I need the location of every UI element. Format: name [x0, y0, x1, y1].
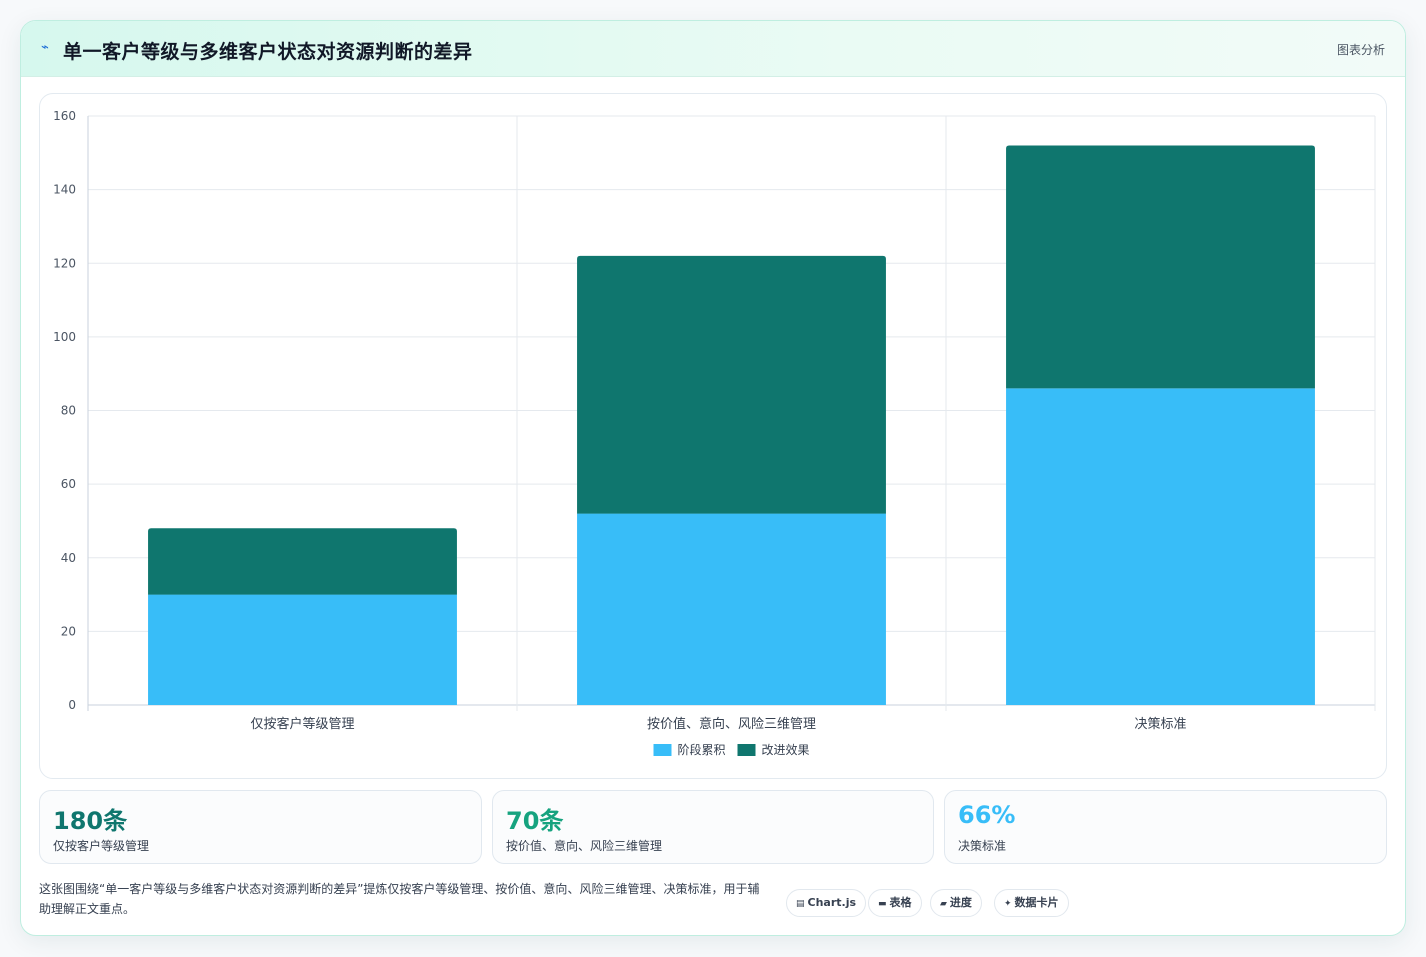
chart-icon: ▤ — [796, 899, 805, 909]
stat-label: 按价值、意向、风险三维管理 — [506, 839, 663, 853]
chip-label: 数据卡片 — [1014, 896, 1059, 909]
y-tick-label: 80 — [61, 404, 76, 418]
chip-table[interactable]: ▬ 表格 — [868, 889, 922, 917]
y-tick-label: 140 — [53, 183, 76, 197]
y-tick-label: 40 — [61, 551, 76, 565]
stat-label: 仅按客户等级管理 — [53, 839, 150, 853]
stat-card-2: 70条 按价值、意向、风险三维管理 — [492, 790, 934, 864]
bar-segment — [148, 528, 457, 595]
card-header: ⌁ 单一客户等级与多维客户状态对资源判断的差异 图表分析 — [21, 21, 1405, 77]
bar-segment — [1006, 388, 1315, 705]
stat-value: 180条 — [53, 807, 128, 835]
x-tick-label: 按价值、意向、风险三维管理 — [647, 716, 816, 732]
stat-label: 决策标准 — [958, 839, 1007, 853]
y-tick-label: 100 — [53, 330, 76, 344]
stat-card-1: 180条 仅按客户等级管理 — [39, 790, 482, 864]
legend-label: 阶段累积 — [678, 742, 726, 757]
legend-swatch — [737, 744, 756, 756]
x-tick-label: 决策标准 — [1134, 716, 1186, 732]
bar-segment — [577, 513, 886, 705]
data-card-icon: ✦ — [1004, 899, 1012, 909]
chart-analysis-tag: 图表分析 — [1336, 43, 1385, 57]
chip-label: Chart.js — [807, 896, 857, 909]
stat-value: 66% — [958, 801, 1016, 829]
y-tick-label: 60 — [61, 477, 76, 491]
stat-card-3: 66% 决策标准 — [944, 790, 1387, 864]
chip-label: 表格 — [889, 896, 912, 909]
y-tick-label: 160 — [53, 109, 76, 123]
chart-area: 0 20 40 60 80 100 120 140 160 仅按客户等级管理 按价值、意向、风险三维… — [39, 93, 1387, 779]
y-tick-label: 0 — [68, 698, 76, 712]
stat-value: 70条 — [506, 807, 564, 835]
chip-chartjs[interactable]: ▤ Chart.js — [786, 889, 867, 917]
page-title: 单一客户等级与多维客户状态对资源判断的差异 — [63, 41, 473, 63]
bar-segment — [577, 255, 886, 514]
chart-description: 这张图围绕“单一客户等级与多维客户状态对资源判断的差异”提炼仅按客户等级管理、按… — [39, 882, 760, 916]
chip-label: 进度 — [949, 896, 972, 909]
y-tick-label: 120 — [53, 256, 76, 270]
chip-data-card[interactable]: ✦ 数据卡片 — [994, 889, 1069, 917]
chart-card: ⌁ 单一客户等级与多维客户状态对资源判断的差异 图表分析 0 20 40 60 80 10… — [20, 20, 1406, 936]
chip-progress[interactable]: ▰ 进度 — [930, 889, 982, 917]
bar-segment — [148, 594, 457, 705]
pulse-icon: ⌁ — [41, 40, 49, 55]
stacked-bar-chart: 0 20 40 60 80 100 120 140 160 仅按客户等级管理 按价值、意向、风险三维… — [53, 109, 1376, 757]
y-tick-label: 20 — [61, 624, 76, 638]
bar-segment — [1006, 145, 1315, 389]
x-tick-label: 仅按客户等级管理 — [250, 716, 354, 732]
table-icon: ▬ — [878, 899, 887, 909]
legend-swatch — [653, 744, 672, 756]
progress-icon: ▰ — [940, 899, 947, 909]
legend-label: 改进效果 — [762, 742, 810, 757]
